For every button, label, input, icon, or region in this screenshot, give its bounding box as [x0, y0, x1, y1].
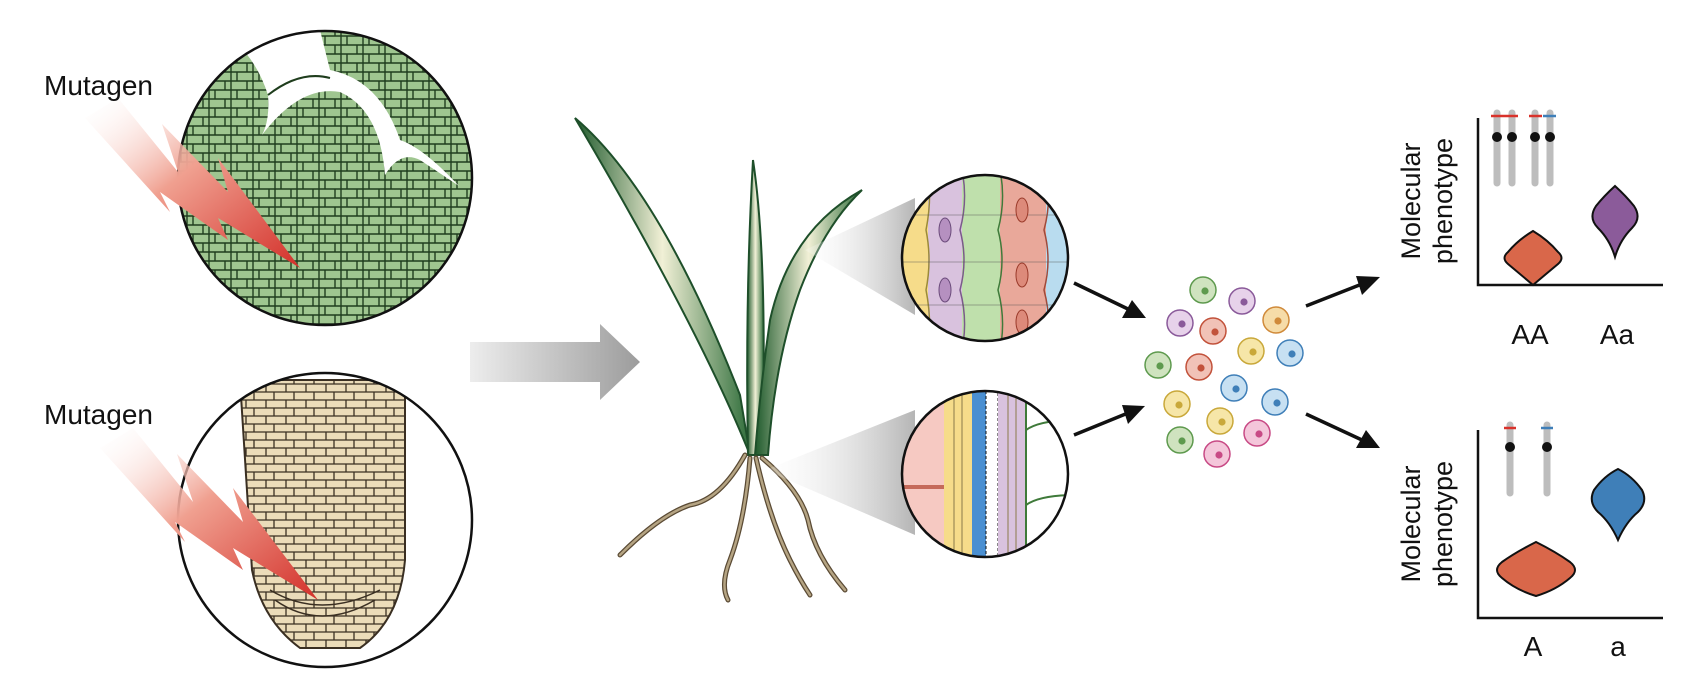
- single-cell-icon: [1163, 390, 1191, 418]
- top-plot-category-1: Aa: [1600, 319, 1635, 350]
- top-plot-violin-AA: [1503, 229, 1563, 287]
- top-plot-chromosomes-icon: [1491, 109, 1556, 187]
- single-cell-icon: [1185, 353, 1213, 381]
- root-tip-illustration: [176, 371, 474, 669]
- single-cell-icon: [1262, 306, 1290, 334]
- root-zoom-cone: [765, 410, 915, 535]
- single-cell-icon: [1203, 440, 1231, 468]
- single-cell-icon: [1237, 337, 1265, 365]
- mutagen-label-top: Mutagen: [44, 70, 153, 101]
- single-cell-icon: [1228, 287, 1256, 315]
- top-plot-axes: [1476, 118, 1663, 287]
- single-cell-icon: [1144, 351, 1172, 379]
- bottom-plot-category-1: a: [1610, 631, 1626, 662]
- leaf-tissue-illustration: [900, 173, 1070, 343]
- top-plot-ylabel-line2: phenotype: [1428, 138, 1458, 264]
- single-cell-icon: [1166, 309, 1194, 337]
- bottom-phenotype-plot: Molecular phenotype A a: [1396, 421, 1663, 662]
- root-tissue-illustration: [900, 389, 1070, 559]
- single-cell-icon: [1206, 407, 1234, 435]
- top-phenotype-plot: Molecular phenotype AA Aa: [1396, 109, 1663, 350]
- mutagen-bolt-bottom-icon: [100, 428, 318, 600]
- single-cell-icon: [1261, 388, 1289, 416]
- bottom-plot-chromosomes-icon: [1504, 421, 1553, 497]
- bottom-plot-ylabel-line1: Molecular: [1396, 465, 1426, 582]
- bottom-plot-axes: [1476, 430, 1663, 620]
- bottom-plot-ylabel-line2: phenotype: [1428, 461, 1458, 587]
- top-plot-category-0: AA: [1511, 319, 1549, 350]
- mutagen-label-bottom: Mutagen: [44, 399, 153, 430]
- arrow-leaf-to-cells-icon: [1073, 281, 1146, 318]
- single-cell-icon: [1189, 276, 1217, 304]
- bottom-plot-violin-A: [1496, 540, 1576, 598]
- arrow-cells-to-bottom-plot-icon: [1305, 412, 1380, 448]
- shoot-meristem-illustration: [176, 29, 474, 327]
- bottom-plot-violin-a: [1590, 467, 1646, 543]
- mutagen-bolt-top-icon: [85, 98, 300, 268]
- single-cell-icon: [1199, 317, 1227, 345]
- top-plot-violin-Aa: [1591, 184, 1639, 261]
- single-cell-icon: [1276, 339, 1304, 367]
- bottom-plot-category-0: A: [1524, 631, 1543, 662]
- arrow-root-to-cells-icon: [1073, 405, 1145, 437]
- single-cell-icon: [1220, 374, 1248, 402]
- single-cell-cloud: [1144, 276, 1304, 468]
- leaf-zoom-cone: [805, 198, 915, 315]
- single-cell-icon: [1243, 419, 1271, 447]
- single-cell-icon: [1166, 426, 1194, 454]
- top-plot-ylabel-line1: Molecular: [1396, 142, 1426, 259]
- big-arrow-icon: [470, 324, 640, 400]
- arrow-cells-to-top-plot-icon: [1305, 276, 1380, 308]
